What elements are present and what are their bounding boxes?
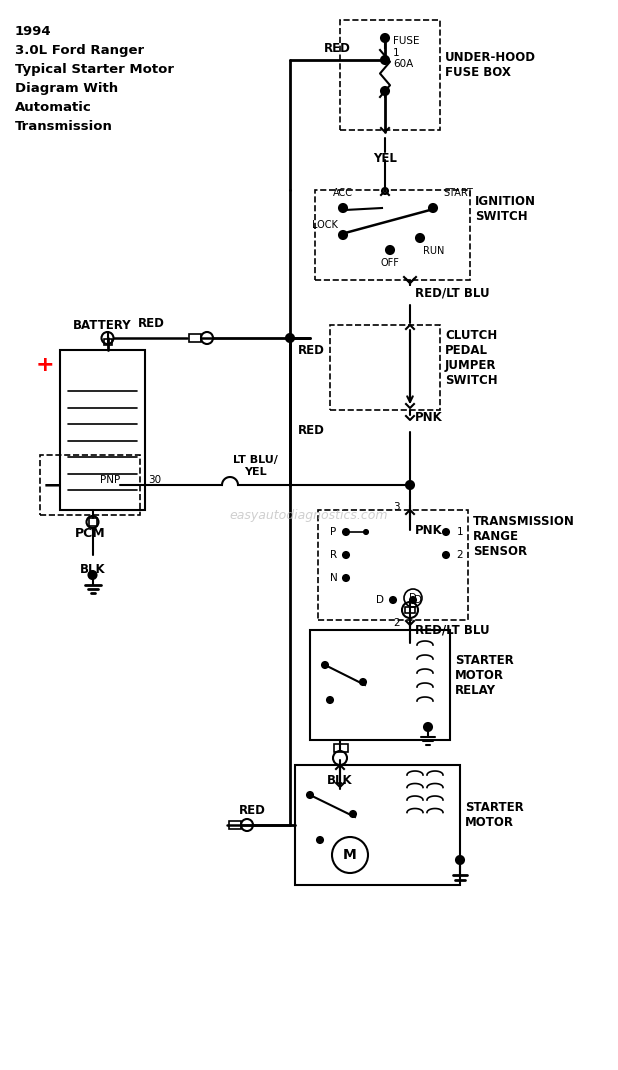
Circle shape: [339, 204, 347, 212]
Bar: [103, 339, 111, 345]
Bar: [229, 821, 241, 829]
Circle shape: [88, 571, 96, 579]
Circle shape: [429, 204, 437, 212]
Circle shape: [406, 482, 414, 489]
Circle shape: [350, 811, 356, 817]
Text: RED/LT BLU: RED/LT BLU: [415, 624, 489, 637]
Text: LOCK: LOCK: [312, 220, 338, 230]
Circle shape: [339, 231, 347, 239]
Circle shape: [443, 552, 449, 557]
Text: 2: 2: [394, 618, 400, 628]
Circle shape: [343, 552, 349, 557]
Circle shape: [381, 34, 389, 42]
Circle shape: [327, 697, 333, 703]
Bar: [189, 334, 201, 342]
Text: RED/LT BLU: RED/LT BLU: [415, 287, 489, 300]
Circle shape: [424, 723, 432, 731]
Text: STARTER
MOTOR: STARTER MOTOR: [465, 801, 523, 829]
Circle shape: [286, 334, 294, 342]
Text: PNP: PNP: [100, 475, 121, 485]
Text: RUN: RUN: [423, 246, 444, 256]
Text: 1994
3.0L Ford Ranger
Typical Starter Motor
Diagram With
Automatic
Transmission: 1994 3.0L Ford Ranger Typical Starter Mo…: [15, 25, 174, 133]
Bar: [295, 765, 460, 885]
Text: RED: RED: [298, 343, 325, 356]
Bar: [318, 510, 468, 620]
Circle shape: [386, 246, 394, 254]
Text: RED: RED: [239, 804, 266, 817]
Circle shape: [364, 530, 368, 534]
Text: IGNITION
SWITCH: IGNITION SWITCH: [475, 195, 536, 223]
Text: P: P: [330, 528, 336, 537]
Text: PNK: PNK: [415, 523, 442, 536]
Text: 30: 30: [148, 475, 161, 485]
Text: BATTERY: BATTERY: [73, 319, 132, 332]
Circle shape: [381, 56, 389, 64]
Text: PCM: PCM: [75, 528, 105, 540]
Text: CLUTCH
PEDAL
JUMPER
SWITCH: CLUTCH PEDAL JUMPER SWITCH: [445, 328, 497, 386]
Text: D: D: [409, 593, 417, 603]
Text: +: +: [36, 355, 54, 374]
Text: RED: RED: [298, 424, 325, 437]
Text: −: −: [43, 475, 61, 495]
Text: UNDER-HOOD
FUSE BOX: UNDER-HOOD FUSE BOX: [445, 51, 536, 79]
Text: FUSE
1
60A: FUSE 1 60A: [393, 36, 420, 70]
Text: 3: 3: [394, 502, 400, 513]
Text: ACC: ACC: [333, 188, 353, 198]
Text: BLK: BLK: [80, 563, 105, 576]
Text: R: R: [330, 550, 337, 560]
Bar: [88, 518, 96, 526]
Bar: [340, 20, 440, 129]
Bar: [330, 325, 440, 410]
Text: YEL: YEL: [373, 152, 397, 165]
Text: 2: 2: [456, 550, 463, 560]
Text: D: D: [414, 595, 422, 605]
Circle shape: [322, 662, 328, 668]
Circle shape: [410, 597, 416, 603]
Circle shape: [360, 679, 366, 685]
Text: 1: 1: [456, 528, 463, 537]
Text: OFF: OFF: [381, 258, 399, 268]
Circle shape: [390, 597, 396, 603]
Text: START: START: [443, 188, 473, 198]
Circle shape: [443, 529, 449, 535]
Text: easyautodiagnostics.com: easyautodiagnostics.com: [230, 508, 388, 521]
Circle shape: [307, 792, 313, 798]
Text: LT BLU/
YEL: LT BLU/ YEL: [232, 456, 277, 477]
Circle shape: [381, 87, 389, 95]
Text: D: D: [376, 595, 384, 605]
Text: PNK: PNK: [415, 411, 442, 424]
Text: RED: RED: [324, 42, 351, 55]
Bar: [40, 455, 140, 515]
Text: STARTER
MOTOR
RELAY: STARTER MOTOR RELAY: [455, 654, 514, 697]
Text: RED: RED: [138, 317, 164, 330]
Circle shape: [343, 575, 349, 581]
Circle shape: [416, 234, 424, 242]
Bar: [334, 744, 348, 752]
Bar: [315, 190, 470, 280]
Circle shape: [456, 856, 464, 863]
Text: M: M: [343, 849, 357, 862]
Circle shape: [343, 529, 349, 535]
Text: N: N: [330, 574, 338, 583]
Text: BLK: BLK: [327, 774, 353, 786]
Text: TRANSMISSION
RANGE
SENSOR: TRANSMISSION RANGE SENSOR: [473, 515, 575, 557]
Bar: [405, 607, 415, 613]
Bar: [60, 350, 145, 510]
Circle shape: [317, 837, 323, 843]
Bar: [310, 630, 450, 740]
